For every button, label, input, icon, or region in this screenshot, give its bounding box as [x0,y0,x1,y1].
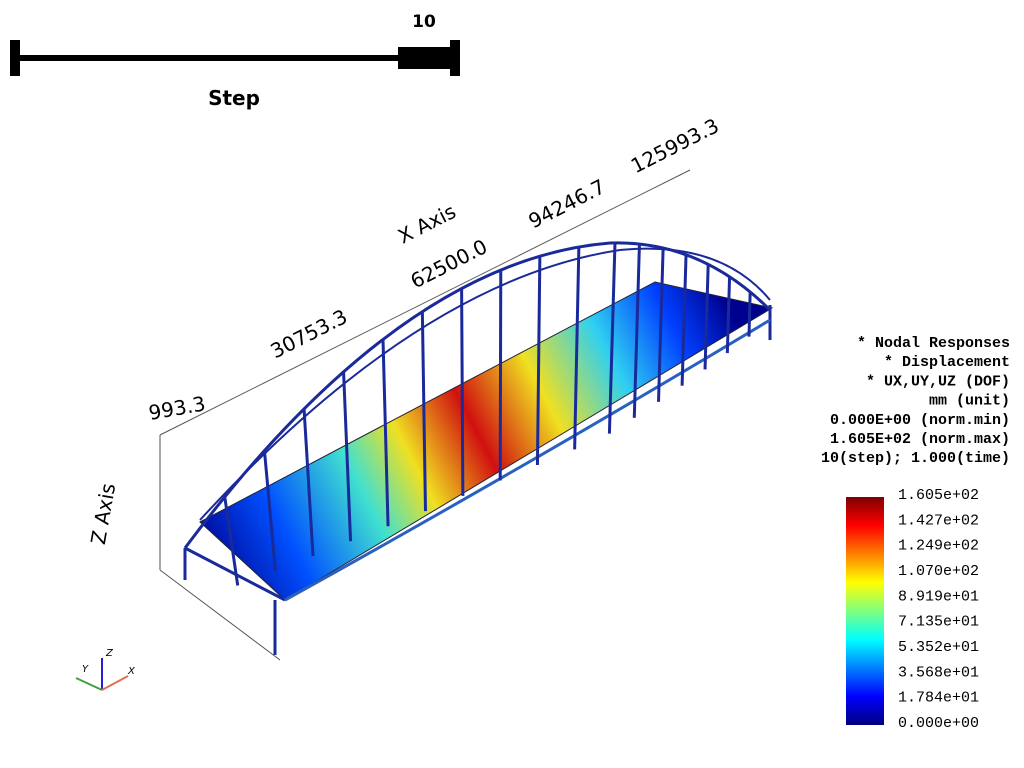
hanger [632,243,641,418]
axis-y: Y [82,664,89,675]
colorbar-label: 1.427e+02 [898,512,979,529]
colorbar [846,497,884,725]
x-tick-label: 62500.0 [407,234,492,293]
z-tick-label: 993.3 [147,391,208,425]
step-slider[interactable] [10,40,460,76]
x-tick-label: 125993.3 [627,113,723,178]
info-line: * Nodal Responses [857,335,1010,352]
colorbar-label: 0.000e+00 [898,715,979,732]
hanger [262,450,277,572]
deck [199,281,774,601]
colorbar-label: 7.135e+01 [898,614,979,631]
hanger [725,276,732,354]
colorbar-label: 3.568e+01 [898,664,979,681]
bridge-frame [183,241,772,655]
colorbar-label: 1.070e+02 [898,563,979,580]
hanger [342,371,353,542]
hanger [381,339,390,527]
axis-x: X [127,666,136,677]
axis-z: Z [105,648,114,659]
info-line: 10(step); 1.000(time) [821,450,1010,467]
colorbar-label: 1.605e+02 [898,487,979,504]
hanger [657,247,665,402]
slider-cap [450,40,460,76]
slider-cap [10,40,20,76]
hanger [498,270,503,481]
info-line: * Displacement [884,354,1010,371]
hanger [747,291,752,337]
hanger [420,311,427,512]
hanger [223,496,240,586]
info-line: 0.000E+00 (norm.min) [830,412,1010,429]
hanger [302,408,315,557]
hanger [607,242,617,434]
z-axis-title: Z Axis [86,481,120,546]
hanger [460,288,465,496]
x-axis-title: X Axis [394,199,460,248]
orientation-widget [75,658,129,691]
colorbar-label: 5.352e+01 [898,639,979,656]
hanger [680,254,688,386]
slider-handle[interactable] [398,47,452,69]
info-line: * UX,UY,UZ (DOF) [866,373,1010,390]
colorbar-label: 8.919e+01 [898,588,979,605]
axes-box [159,169,691,661]
info-line: mm (unit) [929,393,1010,410]
slider-title: Step [208,86,260,110]
hanger [535,256,542,466]
x-tick-label: 94246.7 [525,174,610,233]
colorbar-label: 1.784e+01 [898,690,979,707]
slider-value: 10 [412,12,436,32]
x-tick-label: 30753.3 [267,304,352,363]
hanger [573,246,581,450]
hanger [703,264,710,370]
info-line: 1.605E+02 (norm.max) [830,431,1010,448]
colorbar-label: 1.249e+02 [898,538,979,555]
